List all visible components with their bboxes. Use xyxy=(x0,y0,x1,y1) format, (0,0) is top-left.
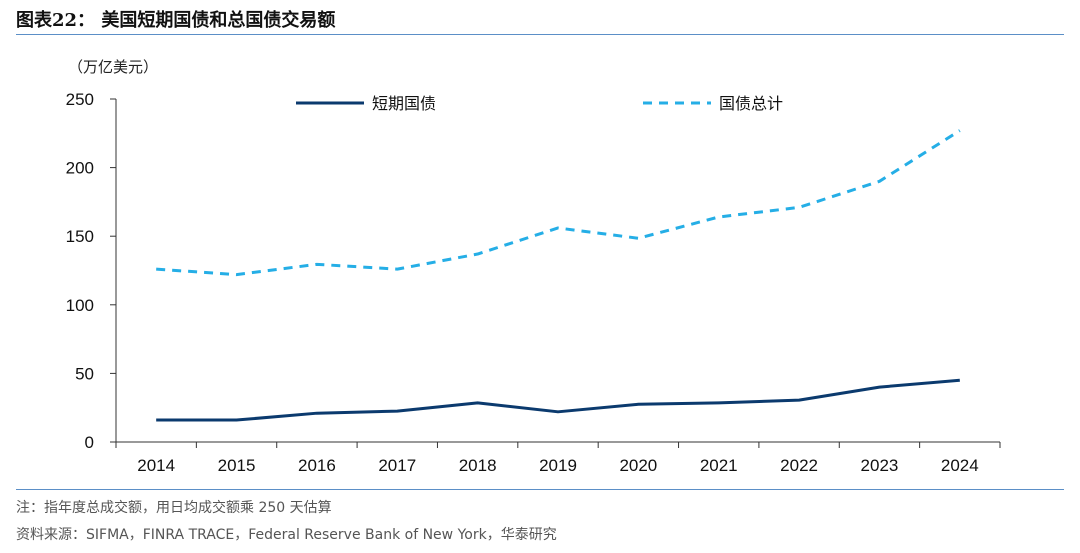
y-tick-label: 200 xyxy=(66,159,94,178)
x-tick-label: 2024 xyxy=(941,456,979,475)
x-tick-label: 2019 xyxy=(539,456,577,475)
chart-source: 资料来源：SIFMA，FINRA TRACE，Federal Reserve B… xyxy=(16,527,557,543)
series-line-total xyxy=(156,129,961,277)
legend-label: 国债总计 xyxy=(719,94,783,113)
y-axis-unit-label: （万亿美元） xyxy=(68,58,159,76)
chart-note: 注：指年度总成交额，用日均成交额乘 250 天估算 xyxy=(16,500,332,516)
y-tick-label: 100 xyxy=(66,296,94,315)
title-divider xyxy=(16,34,1064,35)
x-tick-label: 2016 xyxy=(298,456,336,475)
x-tick-label: 2021 xyxy=(700,456,738,475)
y-tick-label: 250 xyxy=(66,90,94,109)
y-tick-label: 0 xyxy=(85,433,94,452)
legend-label: 短期国债 xyxy=(372,94,436,113)
line-chart: 0 50 100 150 200 250 2014 2015 2016 2017 2018 2019 2… xyxy=(66,90,1001,475)
figure-title: 图表22： 美国短期国债和总国债交易额 xyxy=(16,10,336,31)
y-tick-label: 50 xyxy=(75,364,94,383)
x-tick-label: 2020 xyxy=(619,456,657,475)
x-tick-label: 2022 xyxy=(780,456,818,475)
x-tick-label: 2018 xyxy=(459,456,497,475)
x-tick-label: 2017 xyxy=(378,456,416,475)
series-line-short-term xyxy=(156,378,960,422)
x-tick-label: 2023 xyxy=(861,456,899,475)
y-tick-label: 150 xyxy=(66,227,94,246)
x-tick-label: 2014 xyxy=(137,456,175,475)
x-tick-label: 2015 xyxy=(218,456,256,475)
footer-divider xyxy=(16,489,1064,490)
